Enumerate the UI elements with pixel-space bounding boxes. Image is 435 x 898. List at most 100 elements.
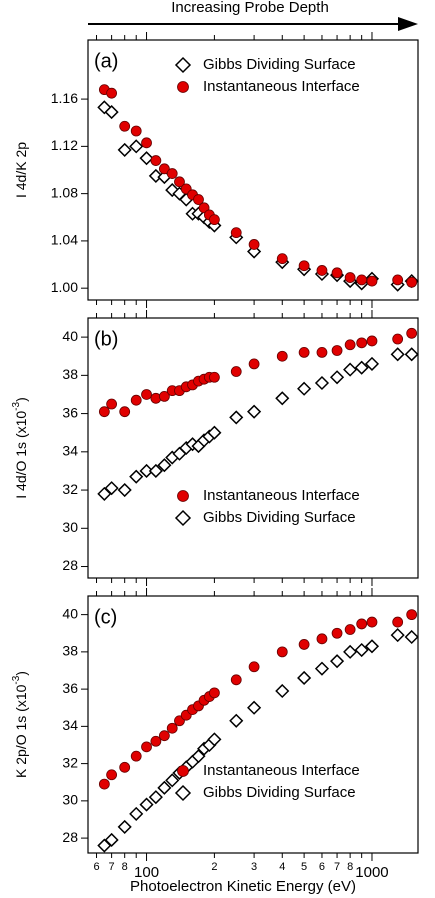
data-point — [158, 390, 170, 402]
data-point — [130, 750, 142, 762]
data-point — [157, 780, 172, 795]
data-point — [354, 360, 369, 375]
legend-label: Instantaneous Interface — [203, 487, 360, 504]
data-point — [366, 335, 378, 347]
data-point — [354, 642, 369, 658]
panel-label: (b) — [94, 328, 118, 350]
data-point — [404, 629, 419, 645]
data-point — [139, 463, 154, 479]
data-point — [158, 730, 170, 742]
x-tick-label: 100 — [134, 864, 159, 881]
data-point — [230, 674, 242, 686]
data-point — [247, 404, 262, 419]
data-point — [276, 253, 288, 265]
data-point — [98, 406, 110, 418]
data-point — [106, 398, 118, 410]
x-axis-label: Photoelectron Kinetic Energy (eV) — [130, 878, 356, 895]
data-point — [344, 624, 356, 635]
data-point — [316, 633, 328, 645]
data-point — [166, 722, 178, 734]
legend-marker — [174, 56, 192, 74]
data-point — [356, 618, 368, 630]
data-point — [406, 327, 418, 339]
data-point — [390, 628, 405, 643]
legend-marker — [177, 490, 189, 502]
data-point — [141, 741, 152, 753]
data-point — [298, 260, 310, 272]
data-point — [130, 125, 142, 137]
series-points — [97, 609, 419, 853]
plot-frame — [87, 317, 419, 579]
legend-label: Instantaneous Interface — [203, 78, 360, 95]
data-point — [165, 773, 180, 788]
data-point — [248, 239, 260, 250]
data-point — [331, 627, 343, 639]
series-points — [97, 327, 419, 501]
data-point — [209, 214, 220, 226]
y-axis-label: I 4d/K 2p — [13, 142, 29, 198]
data-point — [129, 469, 144, 484]
data-point — [366, 275, 378, 287]
data-point — [104, 832, 119, 848]
y-tick-label: 40 — [62, 605, 78, 621]
data-point — [248, 661, 260, 673]
data-point — [344, 272, 356, 283]
y-tick-label: 32 — [62, 481, 78, 497]
data-point — [329, 370, 345, 385]
series-points — [97, 84, 419, 292]
data-point — [331, 345, 343, 356]
data-point — [276, 646, 288, 658]
probe-depth-arrowhead — [398, 17, 418, 31]
data-point — [117, 819, 132, 834]
legend-marker — [174, 784, 192, 802]
y-tick-label: 36 — [62, 680, 78, 696]
data-point — [356, 337, 368, 349]
y-tick-label: 1.00 — [51, 279, 78, 295]
y-tick-label: 1.04 — [51, 232, 78, 248]
x-tick-label: 7 — [109, 861, 115, 873]
data-point — [158, 163, 170, 175]
y-tick-label: 28 — [62, 829, 78, 845]
plot-frame — [87, 595, 419, 854]
data-point — [119, 761, 131, 773]
data-point — [392, 333, 404, 345]
legend-marker — [177, 81, 189, 93]
legend-label: Gibbs Dividing Surface — [203, 56, 356, 73]
legend-marker — [174, 509, 192, 527]
y-tick-label: 1.08 — [51, 184, 78, 200]
data-point — [298, 639, 310, 650]
data-point — [331, 267, 343, 279]
legend-label: Gibbs Dividing Surface — [203, 509, 356, 526]
y-tick-label: 1.16 — [51, 90, 78, 106]
data-point — [207, 425, 222, 440]
data-point — [275, 683, 290, 699]
legend-marker — [177, 765, 189, 777]
x-tick-label: 5 — [301, 861, 307, 873]
y-axis-label: K 2p/O 1s (x10-3) — [11, 671, 29, 778]
x-tick-label: 3 — [251, 861, 257, 873]
y-axis-label-part: K 2p/O 1s (x10 — [13, 684, 29, 778]
legend-label: Gibbs Dividing Surface — [203, 784, 356, 801]
data-point — [406, 276, 418, 288]
y-tick-label: 30 — [62, 792, 78, 808]
data-point — [275, 391, 290, 406]
data-point — [329, 654, 345, 669]
data-point — [119, 120, 131, 132]
plot-frame — [87, 39, 419, 301]
data-point — [392, 274, 404, 286]
data-point — [157, 458, 172, 473]
data-point — [148, 463, 163, 479]
data-point — [298, 347, 310, 358]
data-point — [139, 797, 154, 812]
y-axis-label-part: -3 — [11, 675, 22, 684]
data-point — [117, 482, 132, 498]
x-tick-label: 8 — [122, 861, 128, 873]
data-point — [314, 661, 330, 676]
data-point — [104, 105, 119, 120]
data-point — [406, 609, 418, 621]
data-point — [390, 347, 405, 362]
data-point — [119, 406, 131, 418]
data-point — [148, 790, 163, 805]
data-point — [404, 347, 419, 362]
legend-label: Instantaneous Interface — [203, 762, 360, 779]
